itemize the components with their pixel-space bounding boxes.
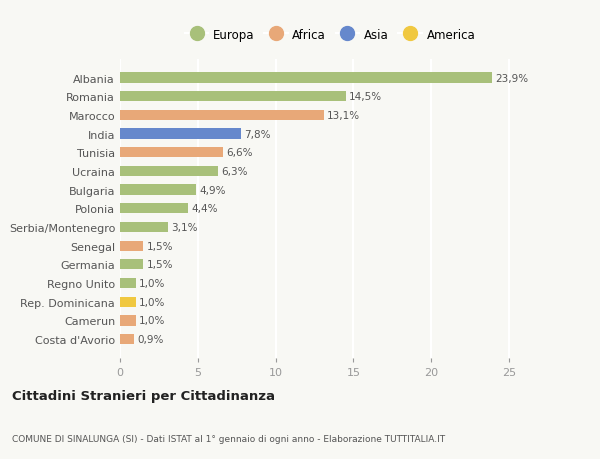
Text: 7,8%: 7,8%: [244, 129, 271, 139]
Text: 0,9%: 0,9%: [137, 334, 163, 344]
Text: 1,5%: 1,5%: [146, 241, 173, 251]
Bar: [120, 241, 143, 251]
Bar: [120, 204, 188, 214]
Bar: [120, 297, 136, 307]
Text: 3,1%: 3,1%: [172, 223, 198, 232]
Text: COMUNE DI SINALUNGA (SI) - Dati ISTAT al 1° gennaio di ogni anno - Elaborazione : COMUNE DI SINALUNGA (SI) - Dati ISTAT al…: [12, 434, 445, 442]
Text: 13,1%: 13,1%: [327, 111, 360, 121]
Text: Cittadini Stranieri per Cittadinanza: Cittadini Stranieri per Cittadinanza: [12, 389, 275, 403]
Text: 4,9%: 4,9%: [199, 185, 226, 195]
Bar: [120, 129, 241, 140]
Bar: [120, 185, 196, 196]
Bar: [120, 148, 223, 158]
Text: 1,0%: 1,0%: [139, 316, 165, 326]
Bar: [120, 92, 346, 102]
Bar: [120, 316, 136, 326]
Text: 1,0%: 1,0%: [139, 279, 165, 288]
Bar: [120, 167, 218, 177]
Text: 23,9%: 23,9%: [495, 73, 528, 84]
Text: 6,3%: 6,3%: [221, 167, 248, 177]
Text: 14,5%: 14,5%: [349, 92, 382, 102]
Bar: [120, 278, 136, 289]
Text: 1,5%: 1,5%: [146, 260, 173, 270]
Legend: Europa, Africa, Asia, America: Europa, Africa, Asia, America: [180, 24, 480, 46]
Text: 1,0%: 1,0%: [139, 297, 165, 307]
Bar: [120, 111, 324, 121]
Bar: [120, 222, 168, 233]
Bar: [120, 260, 143, 270]
Text: 6,6%: 6,6%: [226, 148, 252, 158]
Bar: [120, 73, 492, 84]
Bar: [120, 334, 134, 344]
Text: 4,4%: 4,4%: [191, 204, 218, 214]
